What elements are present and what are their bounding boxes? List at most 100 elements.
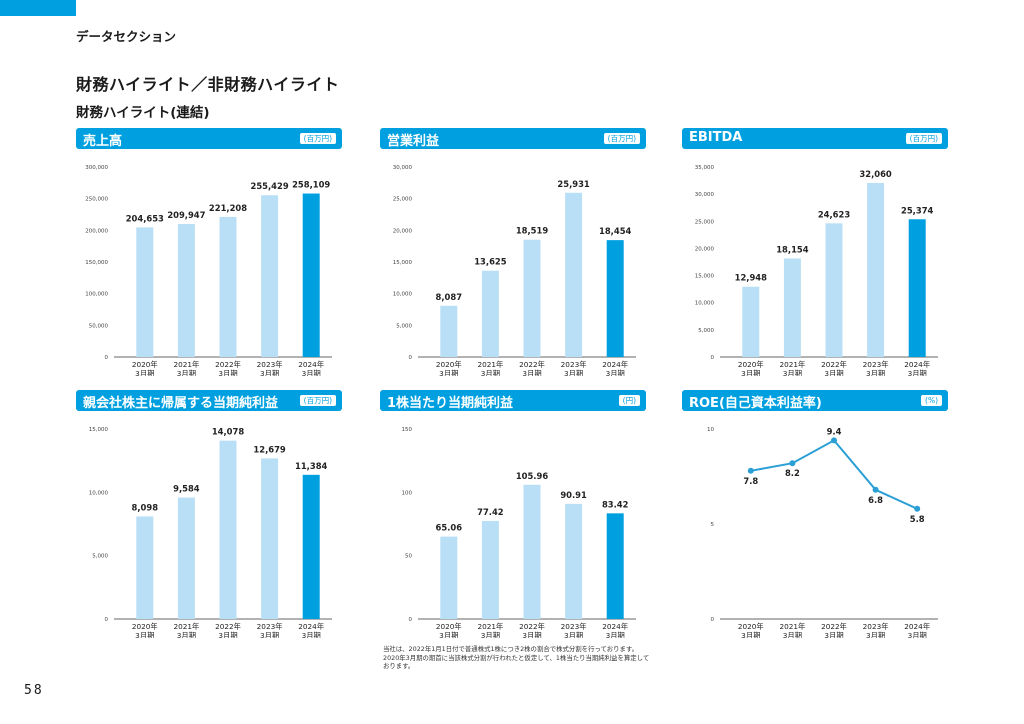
data-label: 221,208 bbox=[209, 203, 247, 213]
x-tick-label: 2023年 bbox=[257, 360, 283, 369]
x-tick-label: 3月期 bbox=[522, 631, 541, 638]
chart-eps: 0 50 100 150 65.06 77.42 105.96 90.91 83.42 2020年… bbox=[402, 427, 636, 638]
y-tick-label: 200,000 bbox=[85, 228, 108, 234]
data-label: 24,623 bbox=[818, 209, 850, 219]
bar bbox=[261, 195, 279, 357]
data-label: 65.06 bbox=[436, 523, 463, 533]
data-label: 258,109 bbox=[292, 180, 330, 190]
chart-header: 営業利益 (百万円) bbox=[380, 128, 646, 149]
data-label: 18,154 bbox=[776, 244, 808, 254]
chart-sales: 0 50,000 100,000 150,000 200,000 250,000 300,0… bbox=[85, 165, 332, 376]
chart-panel-sales: 売上高 (百万円) 0 50,000 100,000 150,000 200,000 25… bbox=[76, 128, 342, 376]
x-tick-label: 3月期 bbox=[177, 369, 196, 376]
data-label: 5.8 bbox=[910, 514, 925, 524]
x-tick-label: 2023年 bbox=[561, 622, 587, 631]
chart-header: ROE(自己資本利益率) (%) bbox=[682, 390, 948, 411]
x-tick-label: 2024年 bbox=[904, 360, 930, 369]
footnote: 当社は、2022年1月1日付で普通株式1株につき2株の割合で株式分割を行っており… bbox=[383, 645, 650, 671]
x-tick-label: 2023年 bbox=[257, 622, 283, 631]
x-tick-label: 2023年 bbox=[863, 360, 889, 369]
x-tick-label: 3月期 bbox=[302, 369, 321, 376]
x-tick-label: 3月期 bbox=[783, 369, 802, 376]
x-tick-label: 3月期 bbox=[481, 631, 500, 638]
x-tick-label: 2022年 bbox=[215, 622, 241, 631]
data-label: 12,679 bbox=[253, 444, 285, 454]
bar bbox=[606, 240, 624, 357]
x-tick-label: 2021年 bbox=[779, 360, 805, 369]
x-tick-label: 3月期 bbox=[260, 631, 279, 638]
x-tick-label: 3月期 bbox=[606, 631, 625, 638]
y-tick-label: 0 bbox=[711, 355, 715, 361]
x-tick-label: 3月期 bbox=[564, 631, 583, 638]
data-label: 90.91 bbox=[560, 490, 587, 500]
x-tick-label: 3月期 bbox=[522, 369, 541, 376]
series-line bbox=[750, 439, 918, 510]
data-point bbox=[789, 460, 796, 467]
data-label: 8.2 bbox=[785, 468, 800, 478]
bar bbox=[742, 286, 760, 357]
y-tick-label: 15,000 bbox=[695, 274, 715, 280]
x-tick-label: 3月期 bbox=[135, 631, 154, 638]
y-tick-label: 20,000 bbox=[695, 246, 715, 252]
x-tick-label: 2020年 bbox=[436, 360, 462, 369]
y-tick-label: 5,000 bbox=[92, 554, 108, 560]
x-tick-label: 2024年 bbox=[602, 360, 628, 369]
bar bbox=[177, 497, 195, 619]
bar bbox=[219, 216, 237, 357]
chart-panel-ebitda: EBITDA (百万円) 0 5,000 10,000 15,000 20,000 25,… bbox=[682, 128, 948, 376]
chart-panel-net-income: 親会社株主に帰属する当期純利益 (百万円) 0 5,000 10,000 15,000… bbox=[76, 390, 342, 638]
chart-unit: (百万円) bbox=[299, 395, 336, 406]
y-tick-label: 0 bbox=[105, 617, 109, 623]
bar bbox=[565, 192, 583, 357]
x-tick-label: 3月期 bbox=[908, 369, 927, 376]
bar bbox=[825, 223, 843, 357]
x-tick-label: 3月期 bbox=[135, 369, 154, 376]
bar bbox=[177, 224, 195, 357]
data-label: 255,429 bbox=[251, 181, 289, 191]
bar bbox=[302, 193, 320, 357]
x-tick-label: 3月期 bbox=[606, 369, 625, 376]
x-tick-label: 2023年 bbox=[561, 360, 587, 369]
y-tick-label: 15,000 bbox=[393, 260, 413, 266]
x-tick-label: 2023年 bbox=[863, 622, 889, 631]
bar bbox=[261, 458, 279, 619]
chart-panel-roe: ROE(自己資本利益率) (%) 0 5 10 7.8 8.2 9.4 6.8 5.8 2020… bbox=[682, 390, 948, 638]
x-tick-label: 3月期 bbox=[866, 369, 885, 376]
y-tick-label: 30,000 bbox=[393, 165, 413, 171]
chart-title: 親会社株主に帰属する当期純利益 bbox=[83, 396, 279, 411]
bar bbox=[783, 258, 801, 357]
x-tick-label: 3月期 bbox=[783, 631, 802, 638]
x-tick-label: 3月期 bbox=[741, 631, 760, 638]
x-tick-label: 3月期 bbox=[218, 631, 237, 638]
data-label: 7.8 bbox=[743, 476, 758, 486]
bar bbox=[523, 484, 541, 619]
data-label: 12,948 bbox=[735, 273, 767, 283]
data-label: 9.4 bbox=[827, 426, 842, 436]
data-label: 204,653 bbox=[126, 213, 164, 223]
page-title: 財務ハイライト／非財務ハイライト bbox=[76, 75, 340, 94]
data-label: 32,060 bbox=[859, 169, 891, 179]
x-tick-label: 2024年 bbox=[298, 360, 324, 369]
y-tick-label: 0 bbox=[409, 355, 413, 361]
data-label: 77.42 bbox=[477, 507, 504, 517]
data-label: 18,519 bbox=[516, 226, 548, 236]
chart-unit: (百万円) bbox=[905, 133, 942, 144]
chart-title: 営業利益 bbox=[387, 134, 440, 149]
y-tick-label: 25,000 bbox=[695, 219, 715, 225]
bar bbox=[523, 239, 541, 357]
x-tick-label: 3月期 bbox=[177, 631, 196, 638]
x-tick-label: 2022年 bbox=[519, 360, 545, 369]
bar bbox=[440, 305, 458, 357]
data-label: 8,087 bbox=[436, 292, 463, 302]
x-tick-label: 2021年 bbox=[477, 622, 503, 631]
x-tick-label: 2021年 bbox=[779, 622, 805, 631]
data-point bbox=[872, 486, 879, 493]
x-tick-label: 2021年 bbox=[173, 622, 199, 631]
x-tick-label: 2020年 bbox=[132, 622, 158, 631]
data-point bbox=[914, 505, 921, 512]
chart-header: 1株当たり当期純利益 (円) bbox=[380, 390, 646, 411]
x-tick-label: 3月期 bbox=[439, 631, 458, 638]
chart-unit: (円) bbox=[618, 395, 640, 406]
data-point bbox=[747, 467, 754, 474]
x-tick-label: 3月期 bbox=[439, 369, 458, 376]
